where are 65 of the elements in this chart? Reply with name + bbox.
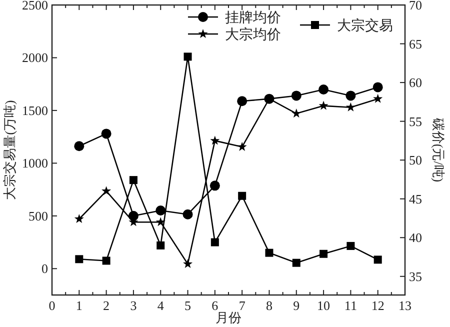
y-tick-label: 0: [42, 261, 48, 276]
y2-tick-label: 40: [409, 230, 422, 246]
y-tick-label: 2000: [22, 50, 48, 66]
point: [292, 258, 300, 267]
x-tick-label: 1: [76, 298, 82, 313]
point: [238, 192, 246, 200]
point: [373, 94, 383, 103]
x-tick-label: 4: [157, 298, 164, 313]
y-tick-label: 2500: [22, 0, 48, 12]
point: [101, 128, 112, 139]
x-tick-label: 11: [344, 298, 357, 313]
point: [346, 90, 356, 101]
point: [156, 241, 165, 250]
x-tick-label: 12: [371, 298, 384, 313]
point: [346, 102, 356, 112]
legend-label: 大宗均价: [225, 27, 281, 43]
point: [156, 205, 166, 216]
x-tick-label: 8: [266, 298, 272, 313]
y2-tick-label: 50: [409, 152, 422, 168]
point: [318, 84, 329, 95]
point: [237, 96, 248, 106]
x-tick-label: 13: [398, 298, 412, 313]
point: [184, 52, 192, 61]
x-tick-label: 3: [130, 298, 137, 313]
legend-label: 挂牌均价: [225, 10, 281, 26]
point: [183, 258, 193, 268]
y2-tick-label: 45: [409, 191, 422, 206]
y-tick-label: 1000: [22, 156, 48, 171]
x-tick-label: 2: [103, 298, 110, 313]
point: [210, 136, 220, 145]
point: [75, 255, 84, 264]
point: [291, 90, 302, 101]
y2-tick-label: 60: [409, 75, 422, 90]
y2-tick-label: 35: [409, 268, 422, 284]
legend-label: 大宗交易: [337, 18, 393, 34]
point: [346, 242, 355, 250]
y-tick-label: 500: [28, 208, 48, 224]
point: [372, 82, 383, 92]
point: [210, 238, 219, 246]
point: [74, 141, 84, 152]
point: [210, 180, 220, 191]
point: [237, 142, 247, 151]
y2-tick-label: 70: [409, 0, 422, 12]
y2-axis-title: 碳价(元/吨): [431, 116, 446, 182]
y-tick-label: 1500: [22, 102, 48, 118]
point: [292, 108, 302, 118]
point: [182, 209, 193, 220]
point: [318, 100, 328, 110]
point: [129, 176, 138, 184]
x-axis-title: 月份: [216, 310, 242, 325]
y-axis-title: 大宗交易量(万吨): [2, 100, 17, 200]
x-tick-label: 9: [293, 298, 300, 313]
x-tick-label: 5: [184, 298, 192, 313]
point: [102, 256, 110, 265]
point: [156, 217, 166, 226]
point: [374, 256, 382, 264]
point: [265, 248, 274, 257]
y2-tick-label: 55: [409, 114, 422, 129]
x-tick-label: 10: [317, 298, 330, 313]
point: [320, 250, 328, 258]
x-tick-label: 7: [238, 298, 246, 313]
y2-tick-label: 65: [409, 36, 422, 52]
point: [74, 214, 84, 224]
x-tick-label: 6: [212, 298, 219, 313]
point: [102, 186, 112, 196]
